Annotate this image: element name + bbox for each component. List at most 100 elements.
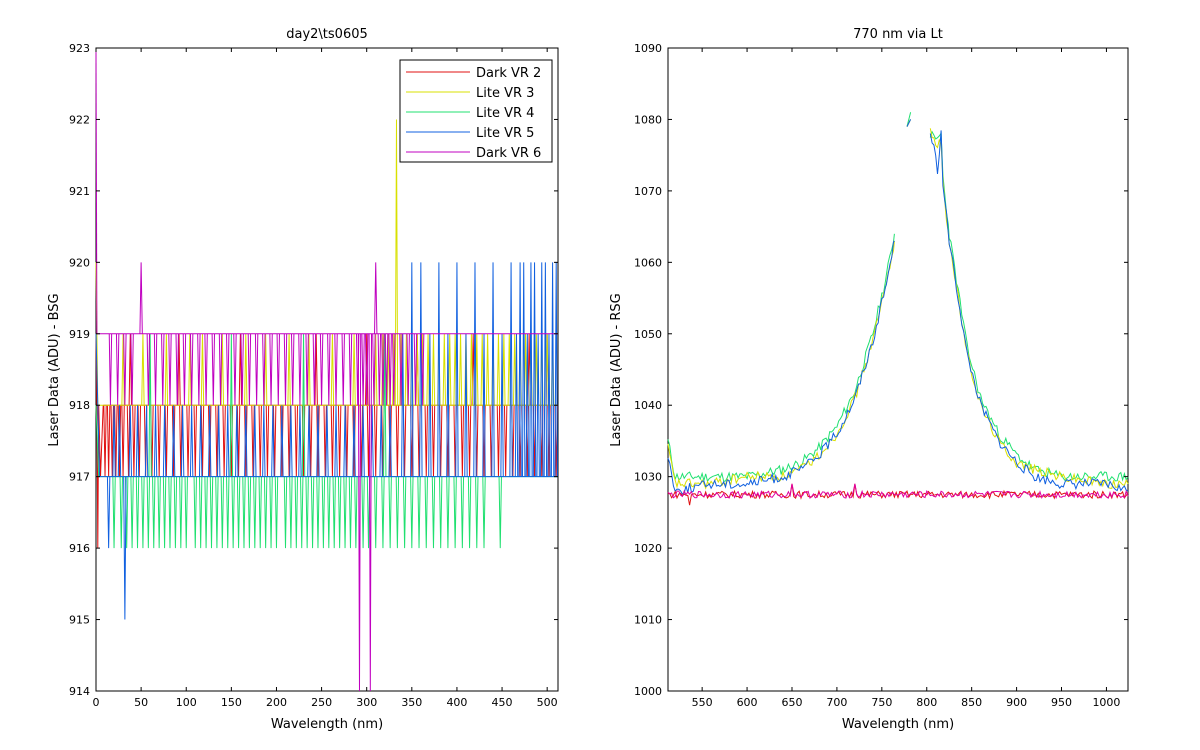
series-spike (343, 405, 347, 477)
series-spike (388, 476, 392, 549)
series-spike (184, 476, 188, 549)
series-spike (253, 476, 257, 549)
series-spike (276, 333, 280, 406)
series-spike (372, 333, 376, 406)
y-tick-label: 923 (69, 42, 90, 55)
series-spike (283, 333, 288, 406)
series-line (667, 483, 1129, 500)
series-spike (352, 405, 356, 477)
series-spike (473, 262, 477, 477)
series-dark-magenta (667, 483, 1129, 500)
y-tick-label: 914 (69, 685, 90, 698)
series-spike (240, 333, 244, 406)
series-spike (289, 405, 293, 477)
series-spike (540, 262, 544, 477)
series-spike (162, 476, 167, 549)
series-spike (316, 405, 320, 477)
x-tick-label: 550 (692, 696, 713, 709)
series-spike (157, 476, 161, 549)
series-line-fall (929, 130, 1129, 492)
series-spike (381, 476, 385, 549)
series-spike (179, 476, 183, 549)
right-chart-title: 770 nm via Lt (853, 27, 943, 42)
series-spike (171, 405, 176, 477)
series-lite-green (667, 112, 1129, 483)
legend-label: Dark VR 2 (476, 66, 541, 81)
series-spike (305, 476, 309, 549)
series-spike (419, 262, 423, 477)
series-spike (263, 476, 268, 549)
series-spike (189, 333, 194, 406)
x-tick-label: 1000 (1092, 696, 1120, 709)
y-tick-label: 921 (69, 185, 90, 198)
left-legend: Dark VR 2 Lite VR 3 Lite VR 4 Lite VR 5 Dark… (399, 59, 553, 163)
series-spike (117, 405, 122, 477)
series-lite-blue (667, 119, 1129, 495)
series-spike (283, 476, 288, 549)
series-spike (482, 476, 486, 549)
series-spike (475, 476, 479, 549)
series-spike (204, 476, 208, 549)
x-tick-label: 450 (492, 696, 513, 709)
series-spike (305, 333, 309, 406)
series-spike (384, 333, 389, 406)
series-line-top (906, 112, 912, 127)
series-spike (453, 476, 457, 549)
series-spike (438, 476, 443, 549)
series-spike (291, 333, 295, 406)
series-spike (168, 333, 172, 406)
series-spike (247, 476, 252, 549)
series-spike (374, 262, 378, 334)
right-plot-area (667, 47, 1129, 692)
series-line-rise (667, 233, 895, 483)
series-spike (460, 476, 465, 549)
right-ticks-group: 550 600 650 700 750 800 850 900 950 1000 1000 1010 1… (634, 42, 1128, 709)
series-spike (467, 476, 472, 549)
series-spike (235, 405, 239, 477)
y-tick-label: 1010 (634, 614, 662, 627)
series-spike (211, 333, 216, 406)
series-spike (327, 476, 331, 549)
series-spike (146, 333, 151, 406)
series-spike (175, 333, 179, 406)
x-tick-label: 750 (871, 696, 892, 709)
y-tick-label: 918 (69, 399, 90, 412)
series-spike (271, 405, 275, 477)
series-line-top (906, 119, 912, 127)
y-tick-label: 1040 (634, 399, 662, 412)
series-spike (399, 333, 403, 406)
series-spike (106, 476, 111, 549)
x-tick-label: 600 (737, 696, 758, 709)
series-spike (312, 333, 317, 406)
series-start (95, 405, 100, 477)
x-tick-label: 900 (1006, 696, 1027, 709)
series-spike (420, 333, 425, 406)
x-tick-label: 650 (781, 696, 802, 709)
y-tick-label: 1080 (634, 113, 662, 126)
series-spike (112, 405, 116, 477)
series-dark-vr-6 (95, 47, 558, 692)
right-chart-panel: 550 600 650 700 750 800 850 900 950 1000 1000 1010 1… (609, 27, 1129, 732)
right-x-axis-label: Wavelength (nm) (842, 717, 954, 732)
series-spike (522, 262, 526, 477)
x-tick-label: 400 (446, 696, 467, 709)
series-spike (197, 333, 201, 406)
series-spike (123, 333, 127, 406)
series-spike (498, 476, 502, 549)
y-tick-label: 922 (69, 113, 90, 126)
x-tick-label: 950 (1051, 696, 1072, 709)
y-tick-label: 915 (69, 614, 90, 627)
y-tick-label: 920 (69, 256, 90, 269)
series-spike (161, 333, 165, 406)
series-spike (491, 262, 495, 477)
series-spike (146, 476, 151, 549)
series-spike (307, 405, 311, 477)
series-spike (204, 333, 208, 406)
left-chart-panel: 0 50 100 150 200 250 300 350 400 450 500 914 915 916 9… (47, 27, 559, 732)
series-spike (327, 333, 331, 406)
left-ticks-group: 0 50 100 150 200 250 300 350 400 450 500 914 915 916 9… (69, 42, 558, 709)
series-spike (209, 476, 214, 549)
series-spike (289, 476, 293, 549)
series-spike (173, 476, 178, 549)
